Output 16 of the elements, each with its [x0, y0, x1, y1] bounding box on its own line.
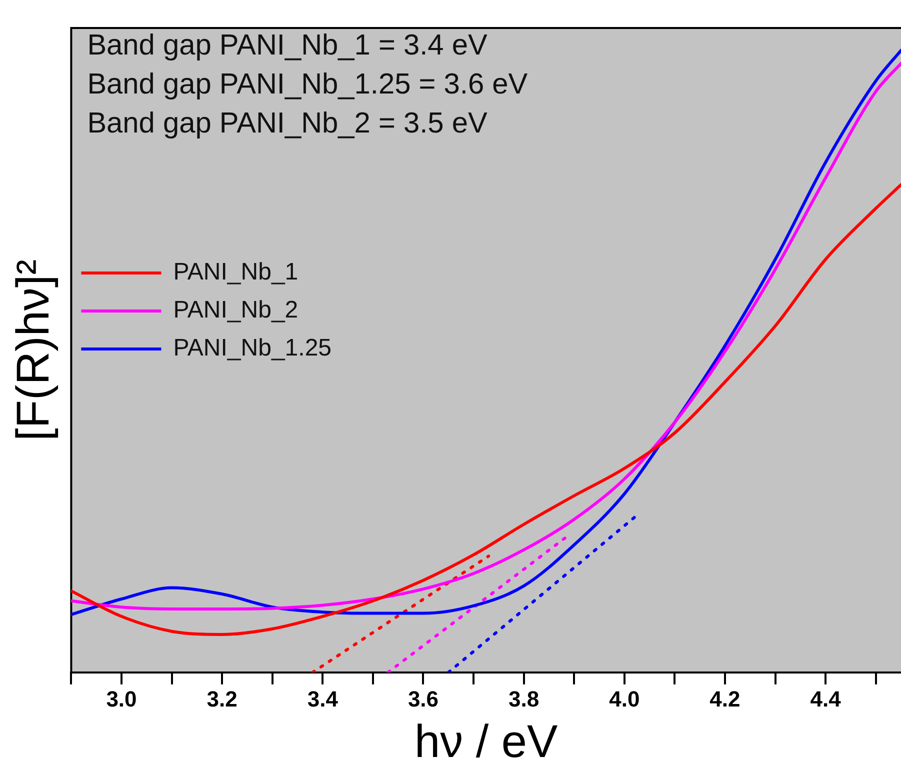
x-axis-title: hν / eV [414, 715, 558, 768]
legend-label: PANI_Nb_1 [173, 258, 298, 286]
legend-label: PANI_Nb_1.25 [173, 334, 332, 362]
annotation: Band gap PANI_Nb_1.25 = 3.6 eV [87, 68, 528, 100]
annotation: Band gap PANI_Nb_2 = 3.5 eV [87, 108, 488, 140]
x-tick-label: 3.0 [106, 686, 137, 712]
x-tick-label: 3.2 [206, 686, 238, 712]
x-tick-label: 4.4 [810, 686, 842, 712]
x-tick-label: 4.2 [710, 686, 740, 712]
x-tick-label: 4.0 [609, 686, 640, 712]
x-tick-label: 3.8 [508, 686, 540, 712]
annotation: Band gap PANI_Nb_1 = 3.4 eV [87, 30, 488, 62]
x-tick-label: 3.4 [307, 686, 339, 712]
x-tick-label: 3.6 [408, 686, 439, 712]
legend-label: PANI_Nb_2 [173, 296, 298, 324]
y-axis-title: [F(R)hν]² [6, 259, 58, 441]
